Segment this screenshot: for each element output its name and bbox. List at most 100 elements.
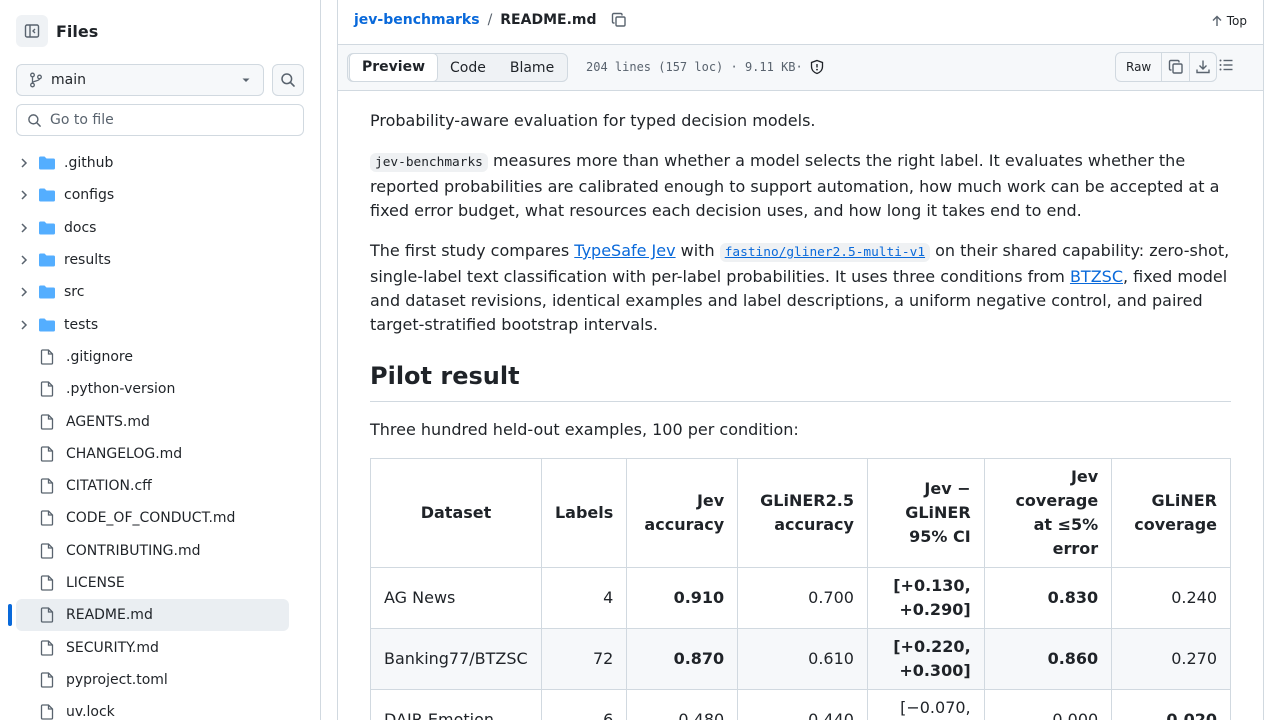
file-icon: [40, 446, 54, 462]
tab-code[interactable]: Code: [450, 59, 486, 76]
tree-file-item[interactable]: pyproject.toml: [16, 664, 289, 696]
tree-item-label: LICENSE: [66, 575, 125, 591]
tree-item-label: pyproject.toml: [66, 671, 168, 688]
breadcrumb-file-name: README.md: [500, 12, 597, 28]
tree-item-label: .gitignore: [66, 348, 133, 365]
git-branch-icon: [30, 72, 42, 88]
sidebar-header: Files: [16, 15, 98, 47]
tree-file-item[interactable]: .gitignore: [16, 341, 289, 373]
markdown-body: Probability-aware evaluation for typed d…: [370, 109, 1231, 720]
table-cell: 0.870: [626, 628, 739, 690]
file-icon: [40, 672, 54, 688]
table-cell: Banking77/BTZSC: [370, 628, 542, 690]
file-icon-wrap: [40, 543, 58, 559]
copy-path-button[interactable]: [611, 12, 627, 28]
tree-item-label: configs: [64, 187, 115, 204]
tree-item-label: README.md: [66, 607, 153, 624]
file-icon: [40, 543, 54, 559]
tree-file-item[interactable]: CHANGELOG.md: [16, 438, 289, 470]
readme-paragraph-2: jev-benchmarks measures more than whethe…: [370, 149, 1231, 223]
copy-icon: [611, 12, 626, 27]
shield-icon: [810, 59, 823, 75]
table-intro: Three hundred held-out examples, 100 per…: [370, 420, 799, 439]
table-row: AG News 4 0.910 0.700 [+0.130, +0.290] 0…: [370, 567, 1231, 629]
back-to-top-button[interactable]: Top: [1211, 14, 1247, 28]
tree-file-item[interactable]: README.md: [8, 599, 289, 632]
tree-item-label: CONTRIBUTING.md: [66, 542, 201, 559]
go-to-file-field[interactable]: [16, 104, 304, 136]
expand-chevron[interactable]: [16, 319, 32, 331]
typesafe-jev-link[interactable]: TypeSafe Jev: [574, 241, 676, 260]
tree-file-item[interactable]: SECURITY.md: [16, 631, 289, 663]
folder-icon-wrap: [38, 155, 56, 171]
tab-preview[interactable]: Preview: [349, 52, 439, 82]
paragraph-text: measures more than whether a model selec…: [370, 151, 1220, 220]
table-cell: 0.830: [983, 567, 1113, 629]
folder-icon-wrap: [38, 252, 56, 268]
expand-chevron[interactable]: [16, 157, 32, 169]
tree-folder-item[interactable]: docs: [16, 212, 289, 244]
table-cell: 0.000: [983, 689, 1113, 720]
results-table: Dataset Labels Jev accuracy GLiNER2.5 ac…: [370, 458, 1231, 720]
inline-code: jev-benchmarks: [370, 153, 488, 172]
raw-button[interactable]: Raw: [1116, 53, 1163, 81]
tree-item-label: .github: [64, 155, 114, 172]
column-header: Labels: [540, 458, 628, 568]
security-shield-button[interactable]: [809, 59, 825, 75]
file-icon: [40, 704, 54, 720]
tree-item-label: src: [64, 284, 85, 301]
tree-file-item[interactable]: CODE_OF_CONDUCT.md: [16, 502, 289, 534]
folder-icon-wrap: [38, 284, 56, 300]
table-cell: 0.860: [983, 628, 1113, 690]
file-icon: [40, 349, 54, 365]
tree-item-label: AGENTS.md: [66, 413, 150, 430]
file-icon-wrap: [40, 639, 58, 656]
download-raw-button[interactable]: [1189, 53, 1216, 81]
file-icon: [40, 575, 54, 591]
branch-name: main: [51, 72, 86, 88]
search-icon: [28, 113, 41, 127]
outline-button[interactable]: [1218, 57, 1234, 73]
column-header: Dataset: [370, 458, 542, 568]
expand-chevron[interactable]: [16, 286, 32, 298]
breadcrumb-repo-link[interactable]: jev-benchmarks: [354, 12, 480, 28]
tree-folder-item[interactable]: tests: [16, 308, 289, 340]
table-cell: [+0.130, +0.290]: [866, 567, 985, 629]
tree-file-item[interactable]: AGENTS.md: [16, 405, 289, 437]
tree-folder-item[interactable]: configs: [16, 179, 289, 211]
gliner-model-link[interactable]: fastino/gliner2.5-multi-v1: [719, 241, 931, 262]
search-files-button[interactable]: [272, 64, 304, 96]
tree-file-item[interactable]: .python-version: [16, 373, 289, 405]
tree-file-item[interactable]: LICENSE: [16, 567, 289, 599]
paragraph-text: with: [675, 241, 720, 260]
table-cell: 0.610: [737, 628, 868, 690]
copy-raw-button[interactable]: [1162, 53, 1189, 81]
table-row: Banking77/BTZSC 72 0.870 0.610 [+0.220, …: [370, 628, 1231, 690]
folder-icon: [39, 318, 55, 332]
tree-item-label: CITATION.cff: [66, 478, 152, 495]
table-cell: 0.910: [626, 567, 739, 629]
btzsc-link[interactable]: BTZSC: [1069, 267, 1123, 286]
file-header-bar: jev-benchmarks / README.md Top: [337, 0, 1264, 45]
tree-file-item[interactable]: CITATION.cff: [16, 470, 289, 502]
expand-chevron[interactable]: [16, 254, 32, 266]
folder-icon: [39, 285, 55, 299]
tree-file-item[interactable]: uv.lock: [16, 696, 289, 720]
tree-item-label: docs: [64, 219, 97, 236]
tree-folder-item[interactable]: results: [16, 244, 289, 276]
table-header-row: Dataset Labels Jev accuracy GLiNER2.5 ac…: [370, 458, 1231, 568]
caret-down-icon: [242, 78, 250, 82]
tree-folder-item[interactable]: .github: [16, 147, 289, 179]
expand-chevron[interactable]: [16, 222, 32, 234]
tree-item-label: tests: [64, 316, 99, 333]
file-tree: .github configs docs results src tests .gitign…: [8, 147, 306, 720]
tree-file-item[interactable]: CONTRIBUTING.md: [16, 535, 289, 567]
expand-chevron[interactable]: [16, 189, 32, 201]
branch-selector-button[interactable]: main: [16, 64, 264, 96]
file-icon-wrap: [40, 381, 58, 397]
section-heading: Pilot result: [370, 361, 1231, 402]
tree-folder-item[interactable]: src: [16, 276, 289, 308]
go-to-file-input[interactable]: [50, 112, 290, 128]
collapse-sidebar-button[interactable]: [16, 15, 48, 47]
tab-blame[interactable]: Blame: [509, 59, 555, 76]
